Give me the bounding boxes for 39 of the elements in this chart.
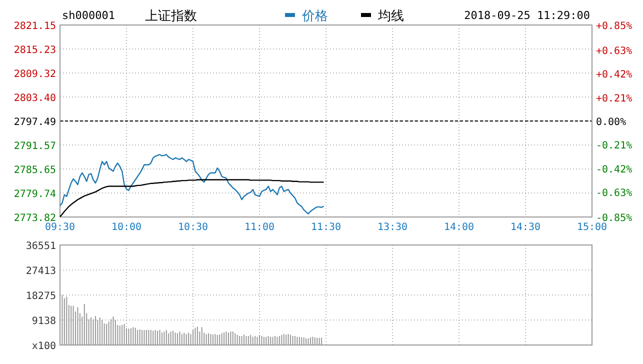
y-tick-label: 18275 bbox=[26, 291, 56, 302]
y-tick-label: 2821.15 bbox=[14, 21, 56, 32]
x-tick-label: 10:00 bbox=[111, 222, 142, 233]
y2-tick-label: -0.21% bbox=[596, 140, 632, 152]
y2-tick-label: -0.85% bbox=[596, 213, 632, 224]
y-tick-label: 2797.49 bbox=[14, 116, 56, 128]
y-tick-label: 2791.57 bbox=[14, 140, 56, 152]
line-series bbox=[59, 154, 324, 214]
y2-tick-label: -0.42% bbox=[596, 164, 632, 176]
y2-tick-label: +0.63% bbox=[596, 46, 632, 57]
x-tick-label: 11:00 bbox=[244, 222, 275, 233]
y2-tick-label: +0.85% bbox=[596, 21, 632, 32]
y2-tick-label: -0.63% bbox=[596, 188, 632, 200]
y2-tick-label: +0.21% bbox=[596, 93, 632, 104]
legend-label: 价格 bbox=[301, 9, 328, 24]
x-tick-label: 15:00 bbox=[576, 222, 608, 233]
legend-label: 均线 bbox=[377, 9, 404, 24]
y-tick-label: 2809.32 bbox=[14, 68, 56, 80]
y-tick-label: 2779.74 bbox=[14, 188, 56, 200]
line-series bbox=[59, 179, 324, 218]
y-tick-label: 9138 bbox=[32, 316, 56, 327]
x-tick-label: 10:30 bbox=[178, 222, 208, 233]
chart-title: 上证指数 bbox=[145, 9, 197, 24]
x-tick-label: 13:30 bbox=[377, 222, 408, 233]
x-tick-label: 14:30 bbox=[510, 222, 541, 233]
y2-tick-label: 0.00% bbox=[596, 117, 626, 128]
chart-subtitle: sh000001 bbox=[62, 9, 115, 22]
y-tick-label: 2803.40 bbox=[14, 93, 56, 104]
y-tick-label: 2773.82 bbox=[14, 213, 56, 224]
y-tick-label: x100 bbox=[32, 341, 56, 352]
y2-tick-label: +0.42% bbox=[596, 70, 632, 81]
x-tick-label: 14:00 bbox=[444, 222, 474, 233]
y-tick-label: 2785.65 bbox=[14, 165, 56, 176]
text: 2018-09-25 11:29:00 bbox=[464, 9, 590, 22]
x-tick-label: 09:30 bbox=[44, 222, 76, 233]
x-tick-label: 11:30 bbox=[310, 222, 342, 233]
y-tick-label: 36551 bbox=[26, 241, 56, 252]
y-tick-label: 27413 bbox=[26, 266, 56, 277]
y-tick-label: 2815.23 bbox=[14, 45, 56, 56]
